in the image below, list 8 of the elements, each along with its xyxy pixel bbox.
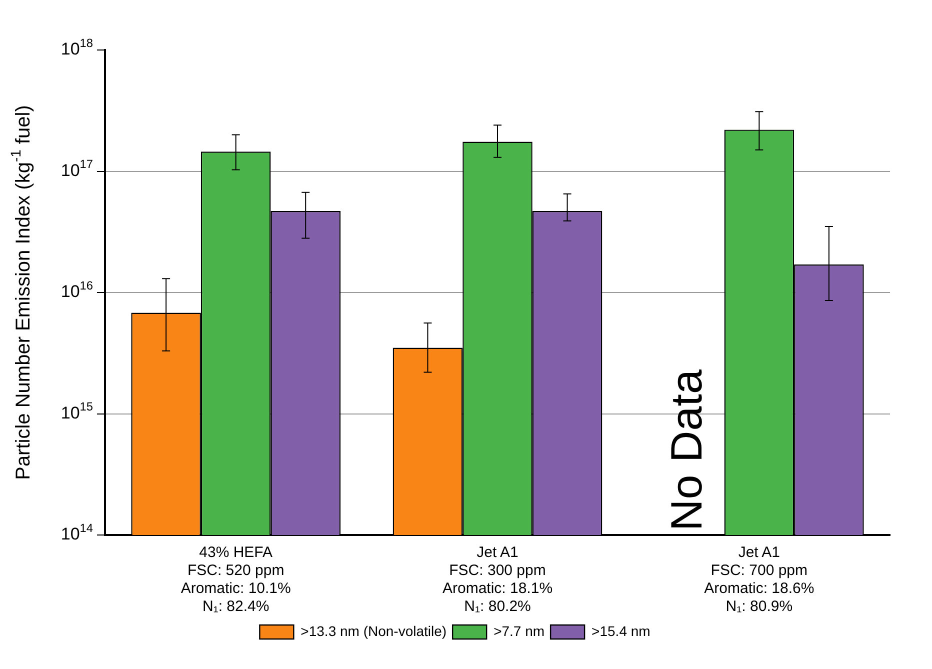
x-tick-label: Jet A1 FSC: 300 ppm Aromatic: 18.1% N₁: 80.2% (442, 544, 553, 616)
legend-label: >13.3 nm (Non-volatile) (300, 622, 447, 639)
legend-label: >7.7 nm (494, 622, 545, 639)
x-tick-label: Jet A1 FSC: 700 ppm Aromatic: 18.6% N₁: 80.9% (704, 544, 814, 616)
legend-label: >15.4 nm (592, 622, 650, 639)
y-axis-title: Particle Number Emission Index (kg-1 fuel) (7, 105, 35, 480)
x-tick-label: 43% HEFA FSC: 520 ppm Aromatic: 10.1% N₁: 82.4% (180, 544, 291, 616)
annotation: No Data (662, 369, 712, 531)
